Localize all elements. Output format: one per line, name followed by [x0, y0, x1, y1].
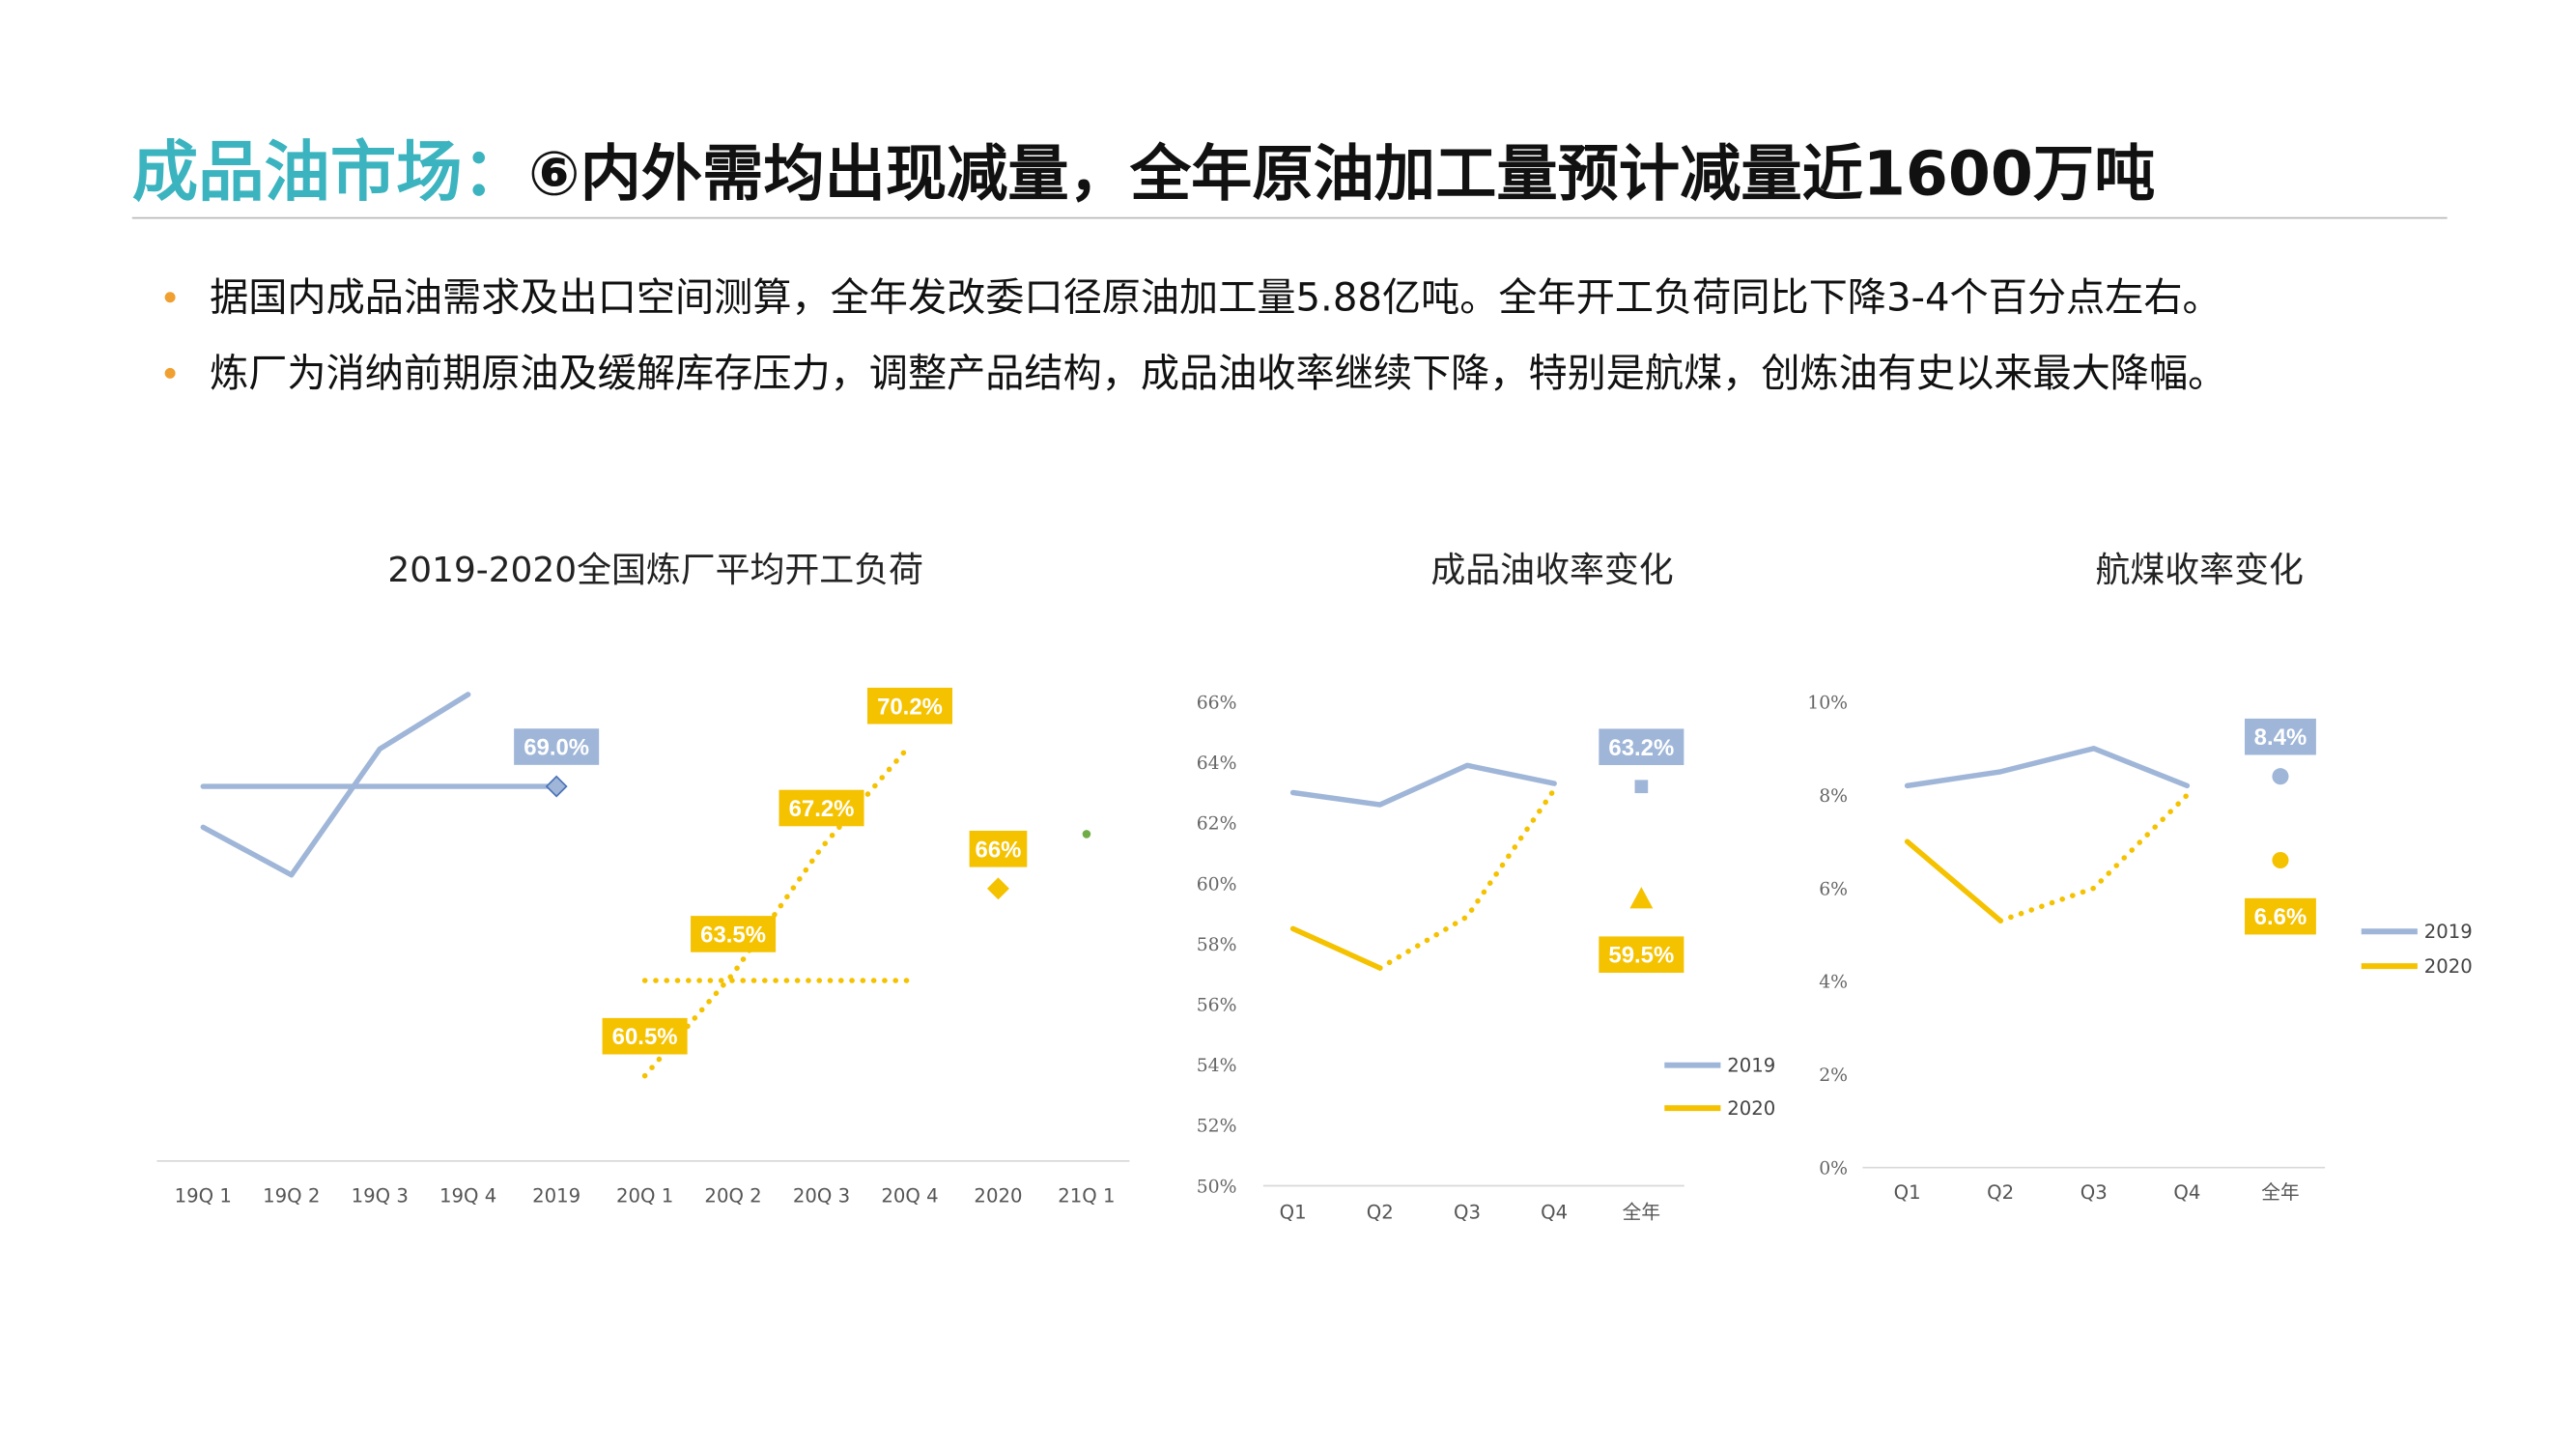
x-tick-label: Q1	[1894, 1181, 1921, 1204]
label-box	[514, 728, 600, 765]
label-box	[602, 1017, 688, 1055]
y-tick-label: 52%	[1197, 1117, 1237, 1137]
x-tick-label: 20Q 2	[704, 1185, 761, 1208]
bullet-text: 据国内成品油需求及出口空间测算，全年发改委口径原油加工量5.88亿吨。全年开工负…	[210, 275, 2222, 320]
x-tick-label: Q3	[2081, 1181, 2108, 1204]
x-tick-label: Q4	[2173, 1181, 2200, 1204]
title-prefix: 成品油市场：	[132, 135, 528, 212]
x-tick-label: 19Q 1	[175, 1185, 232, 1208]
marker	[1634, 780, 1649, 794]
label-box	[778, 789, 864, 827]
legend-label: 2020	[1727, 1097, 1775, 1120]
y-tick-label: 6%	[1819, 879, 1848, 899]
y-tick-label: 0%	[1819, 1159, 1848, 1179]
y-tick-label: 58%	[1197, 935, 1237, 955]
bullet-dot	[164, 367, 176, 379]
legend-label: 2020	[2424, 955, 2473, 978]
y-tick-label: 2%	[1819, 1065, 1848, 1086]
label-box	[1599, 728, 1684, 766]
line	[1904, 838, 2003, 923]
line-dotted	[1377, 786, 1557, 971]
x-tick-label: 2019	[532, 1185, 580, 1208]
x-tick-label: 全年	[2261, 1181, 2299, 1204]
y-tick-label: 8%	[1819, 786, 1848, 807]
bullet-dot	[164, 292, 176, 303]
value-label: 66%	[976, 837, 1022, 863]
marker	[1082, 830, 1091, 838]
x-tick-label: 全年	[1623, 1202, 1660, 1224]
legend-label: 2019	[1727, 1055, 1775, 1077]
y-tick-label: 4%	[1819, 973, 1848, 993]
value-label: 67.2%	[789, 796, 855, 822]
line	[1904, 746, 2191, 789]
line	[1289, 762, 1557, 808]
chart-title: 成品油收率变化	[1430, 551, 1673, 590]
x-tick-label: 2020	[974, 1185, 1022, 1208]
value-label: 63.5%	[700, 922, 766, 948]
label-box	[691, 916, 777, 952]
marker	[2272, 768, 2289, 785]
chart-title: 航煤收率变化	[2096, 551, 2304, 590]
bullet-text: 炼厂为消纳前期原油及缓解库存压力，调整产品结构，成品油收率继续下降，特别是航煤，…	[210, 352, 2226, 396]
x-tick-label: Q4	[1541, 1202, 1568, 1224]
x-tick-label: 19Q 4	[439, 1185, 496, 1208]
legend-label: 2019	[2424, 921, 2473, 943]
value-label: 8.4%	[2254, 724, 2307, 751]
y-tick-label: 50%	[1197, 1177, 1237, 1197]
line	[1289, 925, 1383, 971]
line-dotted	[641, 743, 913, 1079]
x-tick-label: 19Q 2	[263, 1185, 320, 1208]
x-tick-label: Q1	[1280, 1202, 1307, 1224]
value-label: 60.5%	[612, 1024, 678, 1050]
slide-title: 成品油市场：⑥内外需均出现减量，全年原油加工量预计减量近1600万吨	[132, 135, 2156, 212]
label-box	[1599, 936, 1684, 974]
x-tick-label: Q3	[1454, 1202, 1481, 1224]
value-label: 69.0%	[524, 735, 589, 761]
value-label: 63.2%	[1608, 735, 1674, 761]
line-dotted	[1997, 792, 2191, 923]
value-label: 59.5%	[1608, 943, 1674, 969]
x-tick-label: Q2	[1367, 1202, 1394, 1224]
value-label: 70.2%	[877, 694, 943, 720]
chart-title: 2019-2020全国炼厂平均开工负荷	[387, 551, 923, 590]
x-tick-label: 21Q 1	[1058, 1185, 1115, 1208]
x-tick-label: 20Q 3	[793, 1185, 850, 1208]
marker	[545, 775, 568, 798]
y-tick-label: 54%	[1197, 1056, 1237, 1076]
x-tick-label: 20Q 1	[616, 1185, 673, 1208]
y-tick-label: 62%	[1197, 814, 1237, 835]
label-box	[2245, 897, 2316, 935]
label-box	[969, 830, 1028, 867]
label-box	[2245, 718, 2316, 755]
line	[200, 692, 471, 878]
y-tick-label: 10%	[1807, 693, 1848, 713]
x-tick-label: 20Q 4	[881, 1185, 938, 1208]
marker	[2272, 851, 2289, 869]
x-tick-label: Q2	[1987, 1181, 2014, 1204]
y-tick-label: 64%	[1197, 753, 1237, 774]
y-tick-label: 60%	[1197, 874, 1237, 895]
y-tick-label: 56%	[1197, 995, 1237, 1015]
marker	[986, 877, 1009, 900]
label-box	[866, 687, 953, 724]
title-main: ⑥内外需均出现减量，全年原油加工量预计减量近1600万吨	[528, 138, 2155, 210]
x-tick-label: 19Q 3	[352, 1185, 409, 1208]
value-label: 6.6%	[2254, 904, 2307, 930]
y-tick-label: 66%	[1197, 693, 1237, 713]
marker	[1629, 887, 1654, 909]
